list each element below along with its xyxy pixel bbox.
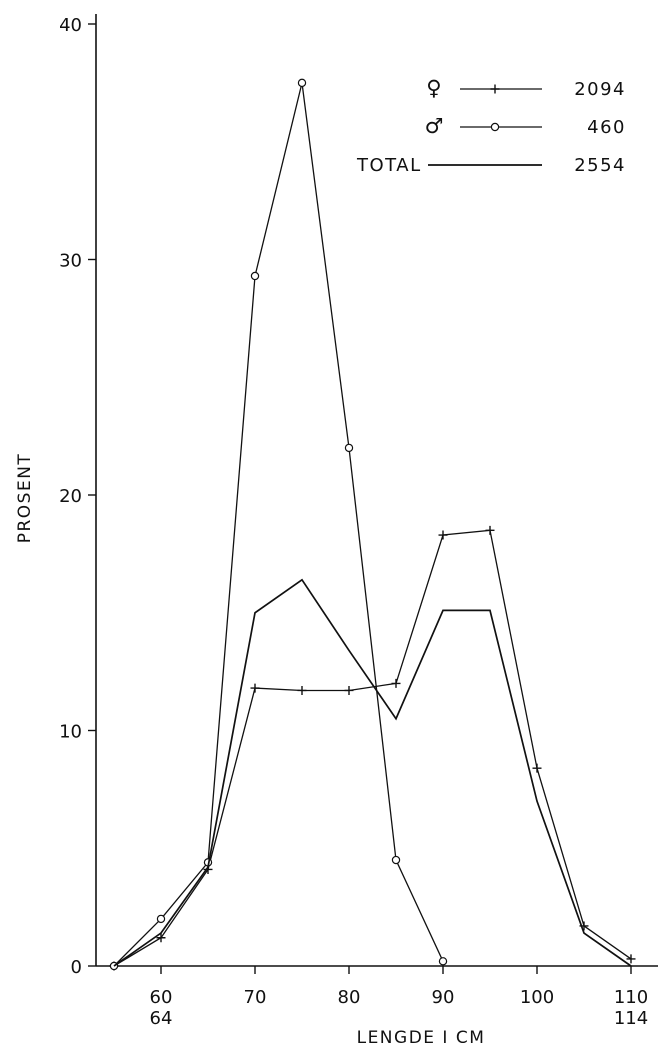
data-point-male bbox=[297, 78, 307, 88]
x-tick-label: 60 bbox=[150, 987, 173, 1008]
data-point-female bbox=[391, 678, 401, 688]
data-point-female bbox=[297, 685, 307, 695]
y-axis-label: PROSENT bbox=[15, 453, 35, 544]
legend-label-male: ♂ bbox=[425, 114, 444, 138]
legend-value-total: 2554 bbox=[574, 155, 626, 176]
x-tick-label: 100 bbox=[520, 987, 554, 1008]
legend-label-female: ♀ bbox=[426, 76, 441, 100]
legend-label-total: TOTAL bbox=[356, 155, 422, 176]
data-point-male bbox=[250, 271, 260, 281]
series-line-total bbox=[113, 578, 632, 967]
legend-marker-male bbox=[490, 122, 500, 132]
axes bbox=[95, 14, 658, 967]
x-tick-label-secondary: 114 bbox=[614, 1008, 648, 1029]
data-point-male bbox=[156, 914, 166, 924]
data-point-female bbox=[250, 683, 260, 693]
legend-value-male: 460 bbox=[587, 117, 626, 138]
x-tick-label: 110 bbox=[614, 987, 648, 1008]
x-tick-label: 90 bbox=[432, 987, 455, 1008]
data-point-male bbox=[344, 443, 354, 453]
series-female bbox=[109, 525, 636, 971]
y-tick-label: 30 bbox=[59, 251, 82, 272]
x-tick-label: 80 bbox=[338, 987, 361, 1008]
data-point-female bbox=[438, 530, 448, 540]
series-male bbox=[109, 78, 448, 971]
legend: ♀ 2094 ♂ 460 TOTAL 2554 bbox=[356, 76, 626, 176]
series-line-male bbox=[113, 82, 444, 967]
data-point-male bbox=[391, 855, 401, 865]
data-point-female bbox=[156, 933, 166, 943]
legend-value-female: 2094 bbox=[574, 79, 626, 100]
data-point-female bbox=[532, 763, 542, 773]
x-axis-label: LENGDE I CM bbox=[357, 1028, 486, 1048]
legend-marker-female bbox=[490, 84, 500, 94]
y-tick-label: 40 bbox=[59, 15, 82, 36]
series-total bbox=[113, 578, 632, 967]
x-tick-label: 70 bbox=[244, 987, 267, 1008]
data-point-male bbox=[438, 957, 448, 966]
x-tick-label-secondary: 64 bbox=[150, 1008, 173, 1029]
y-tick-label: 20 bbox=[59, 486, 82, 507]
series-layer bbox=[109, 78, 636, 971]
y-ticks: 0 10 20 30 40 bbox=[59, 15, 96, 978]
y-tick-label: 10 bbox=[59, 722, 82, 743]
data-point-female bbox=[626, 954, 636, 964]
data-point-female bbox=[485, 525, 495, 535]
data-point-female bbox=[344, 685, 354, 695]
series-line-female bbox=[113, 529, 632, 967]
y-tick-label: 0 bbox=[71, 957, 82, 978]
